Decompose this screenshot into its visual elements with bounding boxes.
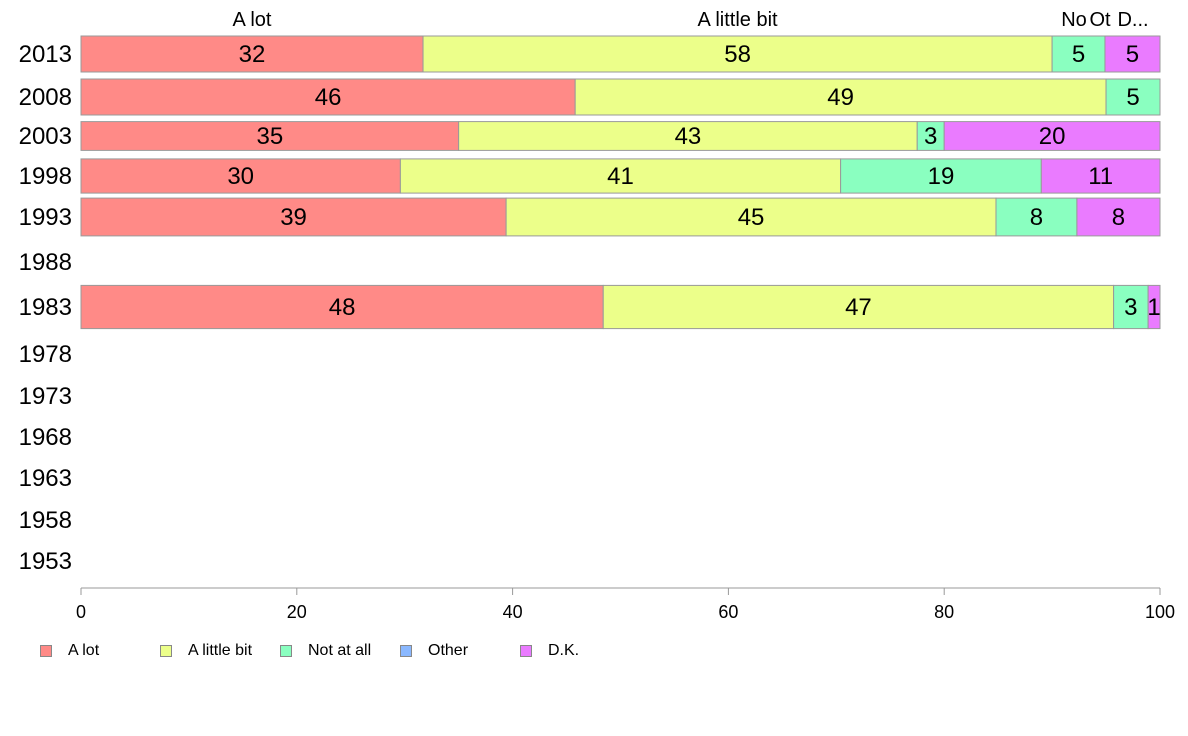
bar-value-label: 3 [1124,294,1137,321]
legend-label-a-lot: A lot [68,642,100,659]
bar-value-label: 20 [1039,123,1066,150]
bar-segment [422,35,1053,73]
bar-segment [943,121,1161,151]
bar-value-label: 48 [329,294,356,321]
bar-segment [458,121,918,151]
legend-item-not-at-all: Not at all [280,642,400,660]
bar-segment [1040,158,1161,194]
legend-item-a-lot: A lot [40,642,160,660]
bar-value-label: 5 [1126,84,1139,111]
x-tick-label: 0 [76,602,86,622]
top-series-label: A little bit [698,9,778,31]
bar-value-label: 30 [227,163,254,190]
bar-value-label: 8 [1030,204,1043,231]
bar-segment [505,197,997,237]
legend-label-other: Other [428,642,469,659]
bar-value-label: 19 [928,163,955,190]
bar-value-label: 32 [239,41,266,68]
bar-segment [1147,284,1161,330]
bar-value-label: 46 [315,84,342,111]
bar-value-label: 8 [1112,204,1125,231]
top-series-label: Ot [1089,9,1111,31]
bar-segment [1113,284,1149,330]
legend-label-not-at-all: Not at all [308,642,372,659]
legend-swatch-a-lot [40,645,52,657]
y-tick-label: 1983 [19,294,72,321]
bar-value-label: 1 [1147,294,1160,321]
y-tick-label: 2013 [19,41,72,68]
top-series-label: D... [1117,9,1148,31]
bar-segment [80,121,460,151]
stacked-bar-chart: 2013200820031998199319881983197819731968… [19,9,1175,622]
bar-value-label: 5 [1072,41,1085,68]
legend-item-a-little-bit: A little bit [160,642,280,660]
bar-value-label: 45 [738,204,765,231]
y-tick-label: 1973 [19,383,72,410]
y-tick-label: 1978 [19,341,72,368]
y-tick-label: 1968 [19,424,72,451]
y-tick-label: 2003 [19,123,72,150]
bar-value-label: 11 [1088,163,1113,190]
bar-segment [1051,35,1106,73]
bar-segment [1104,35,1161,73]
y-tick-label: 1958 [19,507,72,534]
bar-value-label: 35 [256,123,283,150]
x-tick-label: 100 [1145,602,1175,622]
x-tick-label: 40 [503,602,523,622]
bar-segment [399,158,842,194]
bar-value-label: 58 [724,41,751,68]
bar-value-label: 41 [607,163,634,190]
bar-segment [602,284,1115,330]
bar-segment [80,158,401,194]
bar-segment [1105,78,1161,116]
x-tick-label: 80 [934,602,954,622]
bar-segment [1076,197,1161,237]
top-series-label: No [1061,9,1087,31]
y-tick-label: 1993 [19,204,72,231]
bar-value-label: 49 [827,84,854,111]
bar-value-label: 47 [845,294,872,321]
top-series-label: A lot [233,9,272,31]
x-tick-label: 20 [287,602,307,622]
y-tick-label: 1988 [19,249,72,276]
y-tick-label: 1998 [19,163,72,190]
bar-value-label: 5 [1126,41,1139,68]
bar-segment [840,158,1042,194]
legend-swatch-dk [520,645,532,657]
legend-item-dk: D.K. [520,642,640,660]
bar-value-label: 43 [675,123,702,150]
legend-item-other: Other [400,642,520,660]
legend-swatch-not-at-all [280,645,292,657]
bar-segment [80,78,576,116]
y-tick-label: 2008 [19,84,72,111]
legend-swatch-other [400,645,412,657]
bar-value-label: 39 [280,204,307,231]
legend-label-dk: D.K. [548,642,580,659]
bar-segment [80,197,507,237]
legend-label-a-little-bit: A little bit [188,642,253,659]
bar-segment [80,35,424,73]
bar-segment [574,78,1107,116]
bar-segment [995,197,1078,237]
bar-segment [916,121,945,151]
bar-segment [80,284,604,330]
legend-swatch-a-little-bit [160,645,172,657]
y-tick-label: 1953 [19,548,72,575]
y-tick-label: 1963 [19,465,72,492]
bar-value-label: 3 [924,123,937,150]
legend: A lot A little bit Not at all Other D.K. [40,642,640,660]
x-tick-label: 60 [718,602,738,622]
